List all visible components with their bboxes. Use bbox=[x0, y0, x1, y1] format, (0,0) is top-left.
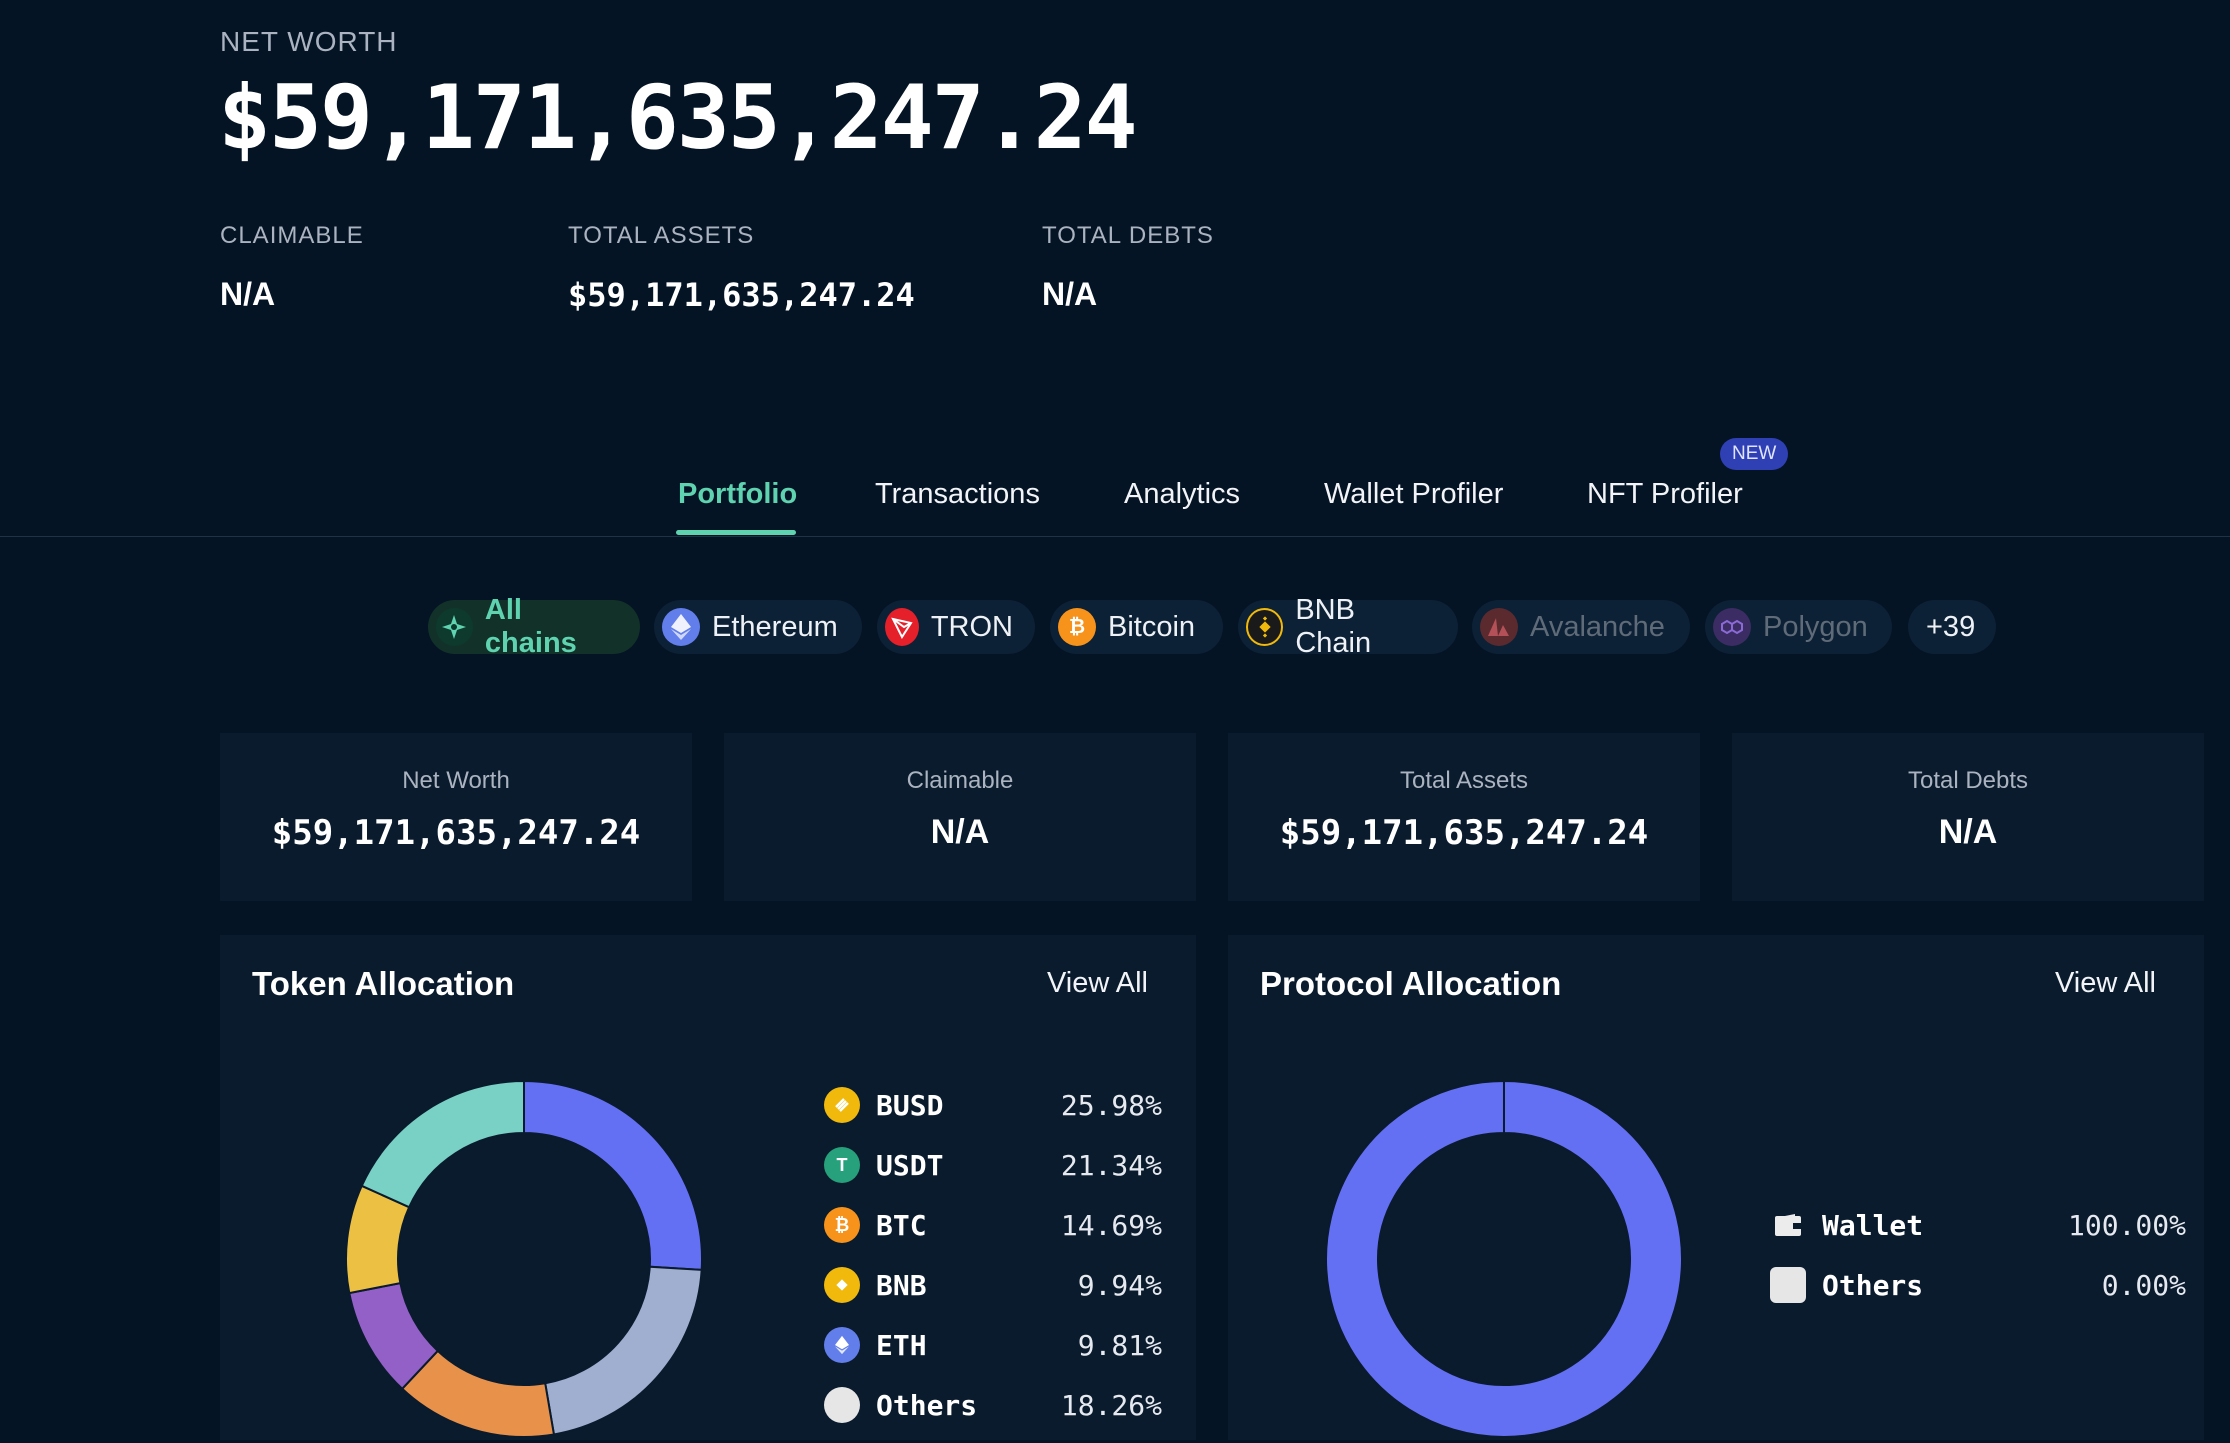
token-pct: 21.34% bbox=[1060, 1148, 1162, 1182]
chain-pill-bitcoin[interactable]: ₿ Bitcoin bbox=[1050, 600, 1223, 654]
chain-pill-ethereum[interactable]: Ethereum bbox=[654, 600, 862, 654]
summary-card-total-assets: Total Assets $59,171,635,247.24 bbox=[1228, 733, 1700, 901]
token-pct: 9.81% bbox=[1077, 1328, 1162, 1362]
card-label: Net Worth bbox=[402, 767, 510, 794]
token-legend-row-btc: ₿ BTC 14.69% bbox=[824, 1205, 1384, 1245]
bnb-icon bbox=[824, 1267, 860, 1303]
chain-pill-more[interactable]: +39 bbox=[1908, 600, 1996, 654]
chain-pill-avalanche[interactable]: Avalanche bbox=[1472, 600, 1690, 654]
tab-analytics[interactable]: Analytics bbox=[1124, 478, 1241, 510]
summary-card-total-debts: Total Debts N/A bbox=[1732, 733, 2204, 901]
token-name: BUSD bbox=[876, 1088, 944, 1122]
claimable-label: CLAIMABLE bbox=[220, 222, 364, 249]
tab-bar: Portfolio Transactions Analytics Wallet … bbox=[0, 478, 2230, 537]
card-value: $59,171,635,247.24 bbox=[271, 813, 641, 853]
chain-more-label: +39 bbox=[1926, 610, 1976, 643]
protocol-allocation-title: Protocol Allocation bbox=[1260, 965, 1562, 1002]
token-slice-others[interactable] bbox=[360, 1079, 525, 1209]
wallet-icon bbox=[1770, 1207, 1806, 1243]
card-value: $59,171,635,247.24 bbox=[1279, 813, 1649, 853]
token-legend-row-others: Others 18.26% bbox=[824, 1385, 1384, 1425]
protocol-name: Wallet bbox=[1822, 1208, 1924, 1242]
ethereum-icon bbox=[662, 608, 700, 646]
token-name: BTC bbox=[876, 1208, 927, 1242]
chain-label: All chains bbox=[484, 594, 577, 659]
protocol-name: Others bbox=[1822, 1268, 1924, 1302]
token-name: BNB bbox=[876, 1268, 927, 1302]
usdt-icon: T bbox=[824, 1147, 860, 1183]
token-legend-row-bnb: BNB 9.94% bbox=[824, 1265, 1384, 1305]
claimable-value: N/A bbox=[220, 276, 276, 312]
others-icon bbox=[1770, 1267, 1806, 1303]
chain-label: Avalanche bbox=[1530, 610, 1665, 643]
total-debts-label: TOTAL DEBTS bbox=[1042, 222, 1214, 249]
token-legend-row-usdt: T USDT 21.34% bbox=[824, 1145, 1384, 1185]
token-legend-row-busd: BUSD 25.98% bbox=[824, 1085, 1384, 1125]
token-allocation-panel: Token Allocation View All BUSD 25.98% T … bbox=[220, 935, 1196, 1440]
bnb-icon bbox=[1246, 608, 1284, 646]
new-badge: NEW bbox=[1720, 438, 1789, 470]
tab-portfolio[interactable]: Portfolio bbox=[678, 478, 798, 510]
protocol-pct: 100.00% bbox=[2067, 1208, 2186, 1242]
bitcoin-icon: ₿ bbox=[1058, 608, 1096, 646]
token-name: ETH bbox=[876, 1328, 927, 1362]
tron-icon bbox=[885, 608, 919, 646]
protocol-allocation-view-all-link[interactable]: View All bbox=[2054, 967, 2156, 999]
summary-card-claimable: Claimable N/A bbox=[724, 733, 1196, 901]
card-label: Total Assets bbox=[1399, 767, 1529, 794]
chain-pill-tron[interactable]: TRON bbox=[877, 600, 1035, 654]
token-pct: 25.98% bbox=[1060, 1088, 1162, 1122]
protocol-allocation-panel: Protocol Allocation View All Wallet 100.… bbox=[1228, 935, 2204, 1440]
token-slice-usdt[interactable] bbox=[544, 1265, 703, 1436]
protocol-slice-wallet[interactable] bbox=[1325, 1079, 1683, 1438]
card-value: N/A bbox=[1938, 813, 1998, 851]
total-assets-value: $59,171,635,247.24 bbox=[568, 276, 915, 314]
avalanche-icon bbox=[1480, 608, 1518, 646]
token-legend-row-eth: ETH 9.81% bbox=[824, 1325, 1384, 1365]
protocol-legend-row-wallet: Wallet 100.00% bbox=[1770, 1205, 2190, 1245]
protocol-pct: 0.00% bbox=[2101, 1268, 2186, 1302]
chain-pill-bnb-chain[interactable]: BNB Chain bbox=[1238, 594, 1458, 659]
chain-pill-polygon[interactable]: Polygon bbox=[1705, 600, 1892, 654]
token-pct: 14.69% bbox=[1060, 1208, 1162, 1242]
total-debts-value: N/A bbox=[1042, 276, 1098, 312]
chain-label: BNB Chain bbox=[1295, 594, 1372, 659]
tab-transactions[interactable]: Transactions bbox=[875, 478, 1040, 510]
ethereum-icon bbox=[824, 1327, 860, 1363]
protocol-legend-row-others: Others 0.00% bbox=[1770, 1265, 2190, 1305]
chain-label: TRON bbox=[930, 610, 1013, 643]
card-value: N/A bbox=[930, 813, 990, 851]
tab-nft-profiler[interactable]: NFT Profiler bbox=[1587, 478, 1743, 510]
tab-wallet-profiler[interactable]: Wallet Profiler bbox=[1324, 478, 1504, 510]
chain-label: Bitcoin bbox=[1108, 610, 1196, 643]
token-allocation-title: Token Allocation bbox=[252, 965, 515, 1002]
chain-pill-all-chains[interactable]: All chains bbox=[428, 594, 640, 659]
token-pct: 18.26% bbox=[1060, 1388, 1162, 1422]
net-worth-label: NET WORTH bbox=[220, 26, 398, 57]
token-allocation-view-all-link[interactable]: View All bbox=[1046, 967, 1148, 999]
total-assets-label: TOTAL ASSETS bbox=[568, 222, 755, 249]
protocol-allocation-donut-chart bbox=[1325, 1079, 1683, 1438]
net-worth-value: $59,171,635,247.24 bbox=[218, 66, 1138, 169]
card-label: Total Debts bbox=[1907, 767, 2029, 794]
active-tab-indicator bbox=[676, 530, 796, 535]
chain-label: Ethereum bbox=[712, 610, 838, 643]
token-name: USDT bbox=[876, 1148, 944, 1182]
busd-icon bbox=[824, 1087, 860, 1123]
summary-card-net-worth: Net Worth $59,171,635,247.24 bbox=[220, 733, 692, 901]
token-pct: 9.94% bbox=[1077, 1268, 1162, 1302]
polygon-icon bbox=[1713, 608, 1751, 646]
token-name: Others bbox=[876, 1388, 978, 1422]
others-icon bbox=[824, 1387, 860, 1423]
all-chains-icon bbox=[436, 608, 473, 646]
bitcoin-icon: ₿ bbox=[824, 1207, 860, 1243]
token-slice-busd[interactable] bbox=[523, 1079, 703, 1271]
card-label: Claimable bbox=[906, 767, 1014, 794]
chain-label: Polygon bbox=[1763, 610, 1868, 643]
token-allocation-donut-chart bbox=[345, 1079, 703, 1438]
